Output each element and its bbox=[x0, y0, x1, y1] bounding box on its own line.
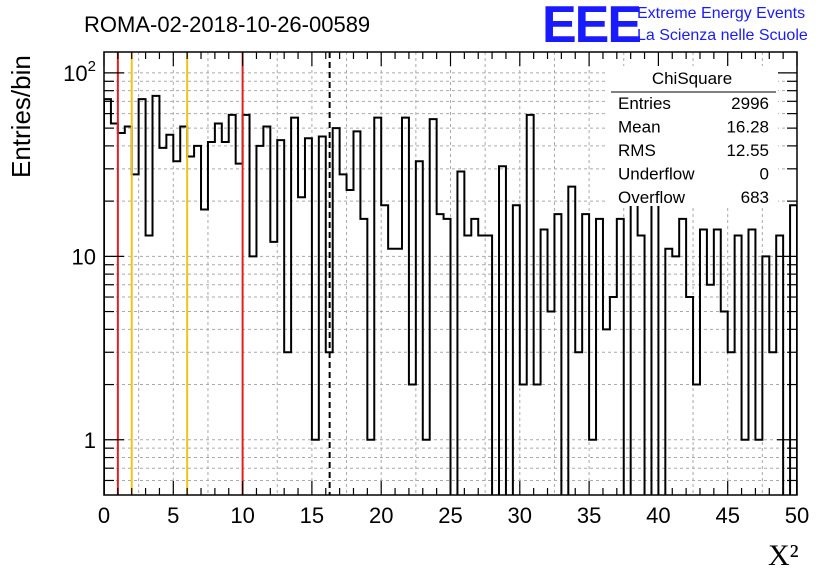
x-tick-label: 50 bbox=[785, 503, 809, 528]
y-tick-label: 10 bbox=[72, 244, 96, 269]
x-tick-label: 45 bbox=[715, 503, 739, 528]
stats-title: ChiSquare bbox=[652, 69, 732, 88]
histogram-bins bbox=[104, 94, 797, 495]
x-tick-label: 25 bbox=[438, 503, 462, 528]
stats-value: 0 bbox=[760, 165, 769, 184]
x-tick-label: 10 bbox=[230, 503, 254, 528]
y-tick-labels: 1 10 102 bbox=[63, 58, 96, 453]
stats-box: ChiSquare Entries 2996 Mean 16.28 RMS 12.55 Un… bbox=[608, 66, 778, 207]
stats-value: 16.28 bbox=[726, 118, 769, 137]
x-tick-label: 40 bbox=[646, 503, 670, 528]
stats-label: Underflow bbox=[618, 165, 695, 184]
axis-ticks bbox=[103, 52, 798, 495]
stats-value: 683 bbox=[741, 188, 769, 207]
x-tick-label: 30 bbox=[508, 503, 532, 528]
histogram-outline bbox=[104, 94, 797, 495]
stats-value: 12.55 bbox=[726, 141, 769, 160]
stats-box-background bbox=[608, 66, 778, 206]
stats-label: Overflow bbox=[618, 188, 686, 207]
x-tick-label: 35 bbox=[577, 503, 601, 528]
stats-label: Mean bbox=[618, 118, 661, 137]
logo-line-2: La Scienza nelle Scuole bbox=[637, 27, 808, 44]
eee-logo-mark: EEE bbox=[542, 0, 640, 54]
stats-value: 2996 bbox=[731, 94, 769, 113]
stats-rows: Entries 2996 Mean 16.28 RMS 12.55 Underflow 0 Ov… bbox=[618, 94, 769, 207]
y-tick-label: 102 bbox=[63, 58, 96, 86]
y-tick-label: 1 bbox=[84, 428, 96, 453]
stats-label: Entries bbox=[618, 94, 671, 113]
reference-lines bbox=[116, 52, 331, 495]
stats-label: RMS bbox=[618, 141, 656, 160]
eee-logo: EEE Extreme Energy Events La Scienza nel… bbox=[542, 0, 808, 54]
x-tick-label: 15 bbox=[300, 503, 324, 528]
chart-title: ROMA-02-2018-10-26-00589 bbox=[84, 12, 370, 37]
logo-line-1: Extreme Energy Events bbox=[637, 5, 805, 22]
x-tick-labels: 0 5 10 15 20 25 30 35 40 45 50 bbox=[98, 503, 809, 528]
x-tick-label: 5 bbox=[167, 503, 179, 528]
y-tick-label-exponent: 2 bbox=[88, 58, 96, 75]
y-axis-title: Entries/bin bbox=[6, 55, 36, 178]
x-tick-label: 20 bbox=[369, 503, 393, 528]
x-tick-label: 0 bbox=[98, 503, 110, 528]
x-axis-title: X² bbox=[768, 539, 799, 572]
